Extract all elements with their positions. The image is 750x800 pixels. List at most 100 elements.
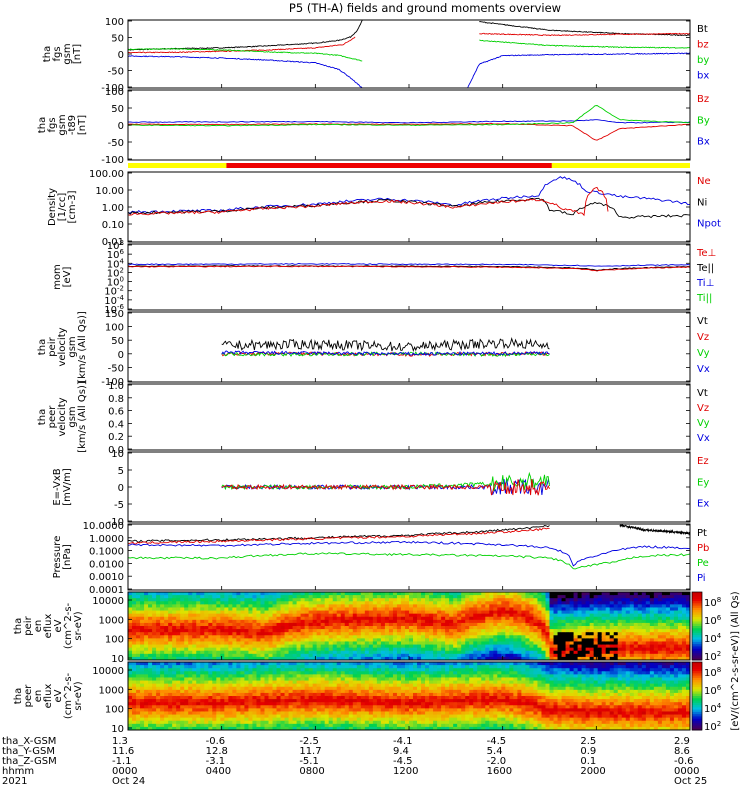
heatmap-cell [308,708,314,713]
heatmap-cell [573,647,579,652]
heatmap-cell [553,626,559,630]
panel-3-plot [128,176,690,219]
heatmap-cell [184,702,189,706]
heatmap-cell [152,653,157,658]
heatmap-cell [505,629,510,633]
heatmap-cell [409,622,414,627]
heatmap-cell [561,595,567,599]
heatmap-cell [156,683,161,688]
heatmap-cell [168,726,173,730]
heatmap-cell [421,653,426,658]
heatmap-cell [581,610,587,615]
heatmap-cell [320,598,326,602]
heatmap-cell [228,641,233,646]
heatmap-cell [517,601,522,605]
heatmap-cell [417,686,422,691]
heatmap-cell [653,607,659,612]
heatmap-cell [493,601,498,605]
heatmap-cell [585,638,591,643]
heatmap-cell [673,619,679,624]
heatmap-cell [136,647,141,652]
heatmap-cell [272,626,278,630]
heatmap-cell [184,668,189,672]
heatmap-cell [605,604,611,609]
heatmap-cell [216,723,221,728]
heatmap-cell [529,607,535,612]
heatmap-cell [320,622,326,627]
heatmap-cell [593,619,599,624]
heatmap-cell [400,668,406,672]
heatmap-cell [272,653,278,658]
heatmap-cell [421,708,426,713]
heatmap-cell [316,635,322,639]
heatmap-cell [292,720,298,725]
heatmap-cell [140,726,145,730]
heatmap-cell [320,680,326,685]
heatmap-cell [465,632,470,636]
heatmap-cell [625,592,631,596]
heatmap-cell [256,644,262,649]
heatmap-cell [176,592,181,596]
heatmap-cell [645,610,651,615]
heatmap-cell [649,650,655,655]
heatmap-cell [172,689,177,694]
heatmap-cell [649,619,655,624]
heatmap-cell [148,696,153,700]
heatmap-cell [244,708,250,713]
heatmap-cell [276,680,282,685]
heatmap-cell [232,683,237,688]
heatmap-cell [180,604,185,609]
heatmap-cell [272,705,278,709]
heatmap-cell [140,705,145,709]
heatmap-cell [172,665,177,669]
heatmap-cell [685,610,690,615]
heatmap-cell [208,601,213,605]
heatmap-cell [493,629,498,633]
heatmap-cell [485,638,490,643]
heatmap-cell [288,601,294,605]
heatmap-cell [140,680,145,685]
heatmap-cell [533,629,539,633]
heatmap-cell [637,595,643,599]
heatmap-cell [501,641,506,646]
heatmap-cell [244,726,250,730]
heatmap-cell [340,622,346,627]
heatmap-cell [256,601,262,605]
heatmap-cell [304,668,310,672]
y-tick-label: -100 [101,155,124,166]
heatmap-cell [429,632,434,636]
heatmap-cell [577,592,583,596]
heatmap-cell [681,641,687,646]
panel-8-frame [127,523,691,591]
heatmap-cell [132,622,137,627]
heatmap-cell [489,647,494,652]
heatmap-cell [180,662,185,666]
heatmap-cell [140,656,145,660]
heatmap-cell [553,641,559,646]
heatmap-cell [396,607,402,612]
heatmap-cell [465,638,470,643]
heatmap-cell [533,592,539,596]
heatmap-cell [256,619,262,624]
heatmap-cell [260,665,266,669]
heatmap-cell [461,619,466,624]
heatmap-cell [152,717,157,722]
heatmap-cell [376,592,382,596]
heatmap-cell [657,595,663,599]
heatmap-cell [136,598,141,602]
heatmap-cell [132,601,137,605]
heatmap-cell [429,598,434,602]
heatmap-cell [160,635,165,639]
heatmap-cell [232,613,237,618]
heatmap-cell [477,626,482,630]
heatmap-cell [272,714,278,719]
heatmap-cell [392,683,398,688]
heatmap-cell [148,662,153,666]
heatmap-cell [212,595,217,599]
heatmap-cell [144,702,149,706]
heatmap-cell [629,641,635,646]
heatmap-cell [292,622,298,627]
heatmap-cell [344,683,350,688]
heatmap-cell [404,692,410,697]
heatmap-cell [192,616,197,621]
